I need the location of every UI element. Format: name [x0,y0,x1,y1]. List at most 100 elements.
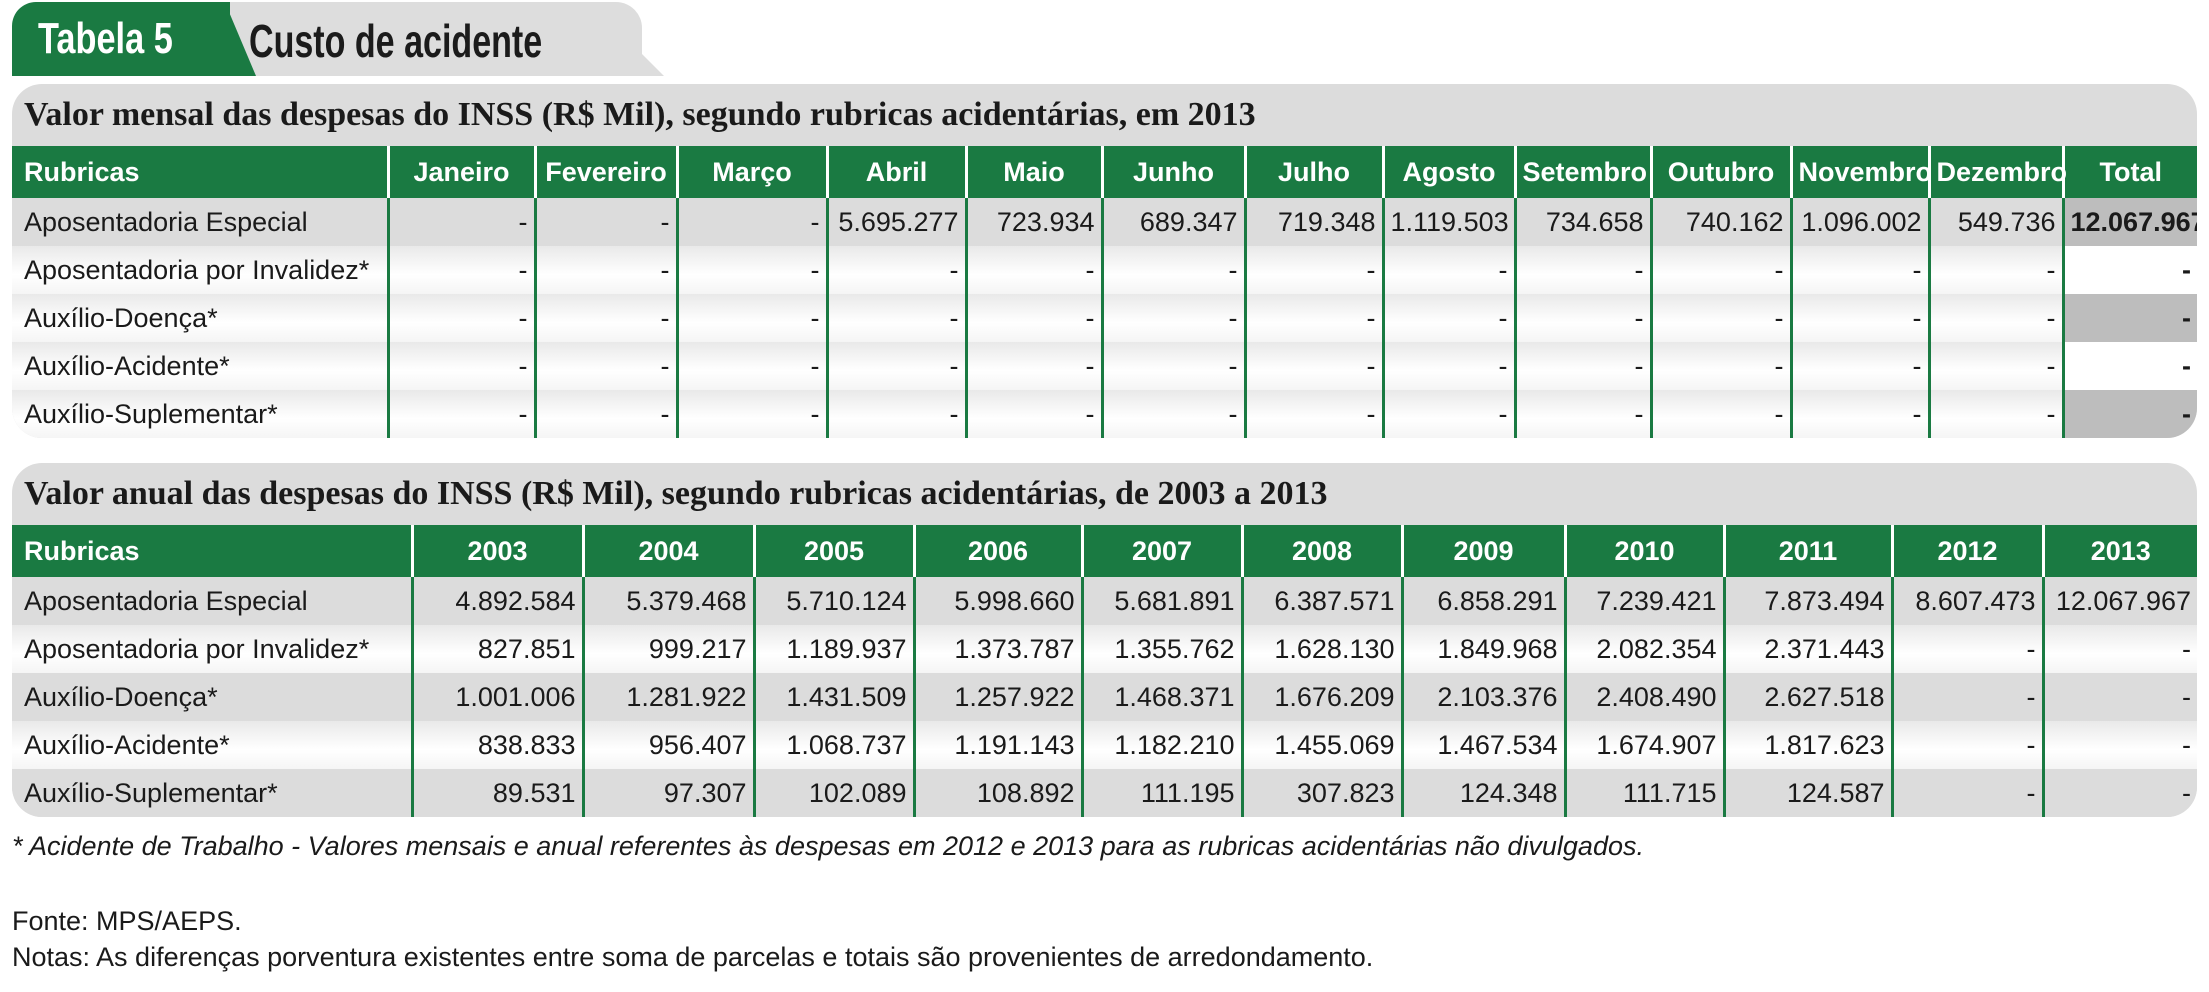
row-label: Auxílio-Suplementar* [12,390,388,438]
table-cell: - [1789,246,1929,294]
table-cell: - [1513,342,1651,390]
monthly-column-header: Maio [964,146,1102,198]
table-cell: - [1649,246,1791,294]
table-cell: 689.347 [1100,198,1245,246]
table-row: Auxílio-Acidente* 838.833 956.407 1.068.737… [12,721,2197,769]
table-cell: 89.531 [410,769,583,817]
table-row: Aposentadoria por Invalidez* - - - - - - - - - - - -… [12,246,2197,294]
table-cell: - [533,198,677,246]
annual-title: Valor anual das despesas do INSS (R$ Mil… [24,475,1328,512]
table-cell: 111.195 [1080,769,1242,817]
table-cell: 1.674.907 [1563,721,1724,769]
table-cell: 7.239.421 [1563,577,1724,625]
table-cell: - [1649,294,1791,342]
table-cell: - [825,294,966,342]
table-cell: - [1513,294,1651,342]
table-cell: - [533,390,677,438]
table-cell: 1.849.968 [1400,625,1565,673]
row-label: Aposentadoria por Invalidez* [12,246,388,294]
monthly-column-header: Total [2061,146,2197,198]
table-cell: 827.851 [410,625,583,673]
annual-column-header: 2010 [1563,525,1724,577]
monthly-panel: Valor mensal das despesas do INSS (R$ Mi… [12,84,2197,438]
table-cell: 1.431.509 [752,673,914,721]
table-cell: 2.103.376 [1400,673,1565,721]
table-title: Custo de acidente [249,15,543,67]
monthly-column-header: Fevereiro [533,146,677,198]
table-cell: - [825,390,966,438]
table-cell: - [1649,390,1791,438]
table-cell: 1.119.503 [1381,198,1515,246]
table-cell: - [1890,673,2043,721]
table-cell: - [1789,294,1929,342]
table-cell: 1.096.002 [1789,198,1929,246]
monthly-column-header: Março [675,146,827,198]
table-cell: - [1789,390,1929,438]
table-cell: - [675,390,827,438]
table-cell: 1.455.069 [1240,721,1402,769]
table-cell: 12.067.967 [2061,198,2197,246]
row-label: Auxílio-Doença* [12,673,412,721]
table-cell: 1.189.937 [752,625,914,673]
annual-column-header: 2006 [912,525,1082,577]
table-cell: 1.182.210 [1080,721,1242,769]
row-label: Auxílio-Doença* [12,294,388,342]
row-label: Aposentadoria por Invalidez* [12,625,412,673]
table-cell: - [675,294,827,342]
table-number: Tabela 5 [38,14,173,63]
annual-header-row: Rubricas 2003 2004 2005 2006 2007 2008 2009 2010… [12,525,2197,577]
monthly-column-header: Janeiro [386,146,535,198]
monthly-column-header: Outubro [1649,146,1791,198]
annual-column-header: 2004 [581,525,754,577]
table-cell: - [1890,625,2043,673]
table-row: Auxílio-Doença* - - - - - - - - - - - - - [12,294,2197,342]
table-cell: - [1243,390,1383,438]
table-cell: 6.387.571 [1240,577,1402,625]
table-row: Auxílio-Acidente* - - - - - - - - - - - - - [12,342,2197,390]
table-cell: - [675,198,827,246]
table-cell: - [964,246,1102,294]
table-cell: - [1100,294,1245,342]
monthly-column-header: Rubricas [12,146,388,198]
table-cell: - [1381,390,1515,438]
number-tab-background [12,2,230,76]
table-cell: 2.627.518 [1722,673,1892,721]
table-cell: 1.628.130 [1240,625,1402,673]
table-cell: - [1100,390,1245,438]
row-label: Auxílio-Acidente* [12,342,388,390]
table-cell: 307.823 [1240,769,1402,817]
table-cell: 5.695.277 [825,198,966,246]
table-cell: 734.658 [1513,198,1651,246]
table-cell: - [2041,673,2197,721]
table-cell: 108.892 [912,769,1082,817]
table-cell: - [533,294,677,342]
table-cell: - [386,390,535,438]
annual-column-header: 2007 [1080,525,1242,577]
table-cell: 124.348 [1400,769,1565,817]
table-cell: 838.833 [410,721,583,769]
table-cell: 719.348 [1243,198,1383,246]
table-cell: - [1927,294,2063,342]
table-row: Aposentadoria Especial 4.892.584 5.379.468… [12,577,2197,625]
table-cell: 5.710.124 [752,577,914,625]
table-cell: - [1243,294,1383,342]
table-cell: - [1649,342,1791,390]
annual-column-header: 2003 [410,525,583,577]
table-cell: - [1927,390,2063,438]
table-cell: - [1100,246,1245,294]
table-cell: - [1381,342,1515,390]
table-cell: - [825,246,966,294]
monthly-title: Valor mensal das despesas do INSS (R$ Mi… [24,96,1256,133]
table-cell: - [1789,342,1929,390]
table-cell: 2.408.490 [1563,673,1724,721]
table-cell: 8.607.473 [1890,577,2043,625]
table-cell: 4.892.584 [410,577,583,625]
row-label: Aposentadoria Especial [12,577,412,625]
monthly-header-row: Rubricas Janeiro Fevereiro Março Abril Maio Ju… [12,146,2197,198]
table-cell: - [2061,342,2197,390]
table-cell: - [1890,769,2043,817]
table-cell: - [386,198,535,246]
table-cell: - [386,294,535,342]
table-cell: 97.307 [581,769,754,817]
table-cell: 7.873.494 [1722,577,1892,625]
